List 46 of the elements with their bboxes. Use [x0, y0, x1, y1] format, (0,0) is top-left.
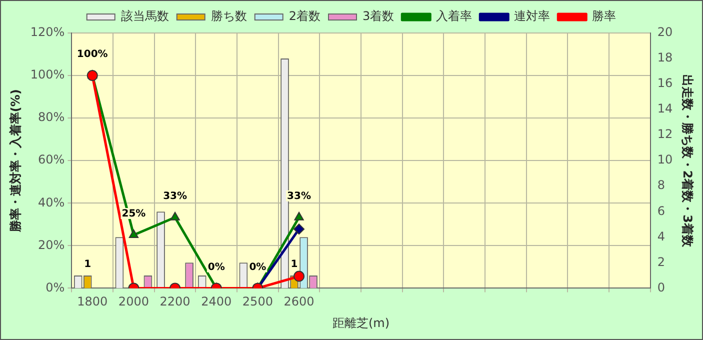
- data-label: 33%: [163, 190, 187, 202]
- y2-tick-label: 2: [657, 254, 665, 269]
- point: [86, 70, 98, 82]
- point: [128, 230, 139, 238]
- y2-tick-label: 8: [657, 178, 665, 192]
- data-label: 1: [290, 259, 298, 270]
- y2-tick-label: 18: [657, 50, 673, 65]
- legend-label: 入着率: [436, 9, 472, 24]
- data-label: 0%: [208, 262, 225, 273]
- legend-label: 3着数: [362, 9, 394, 24]
- legend-label: 勝ち数: [210, 9, 247, 24]
- y-axis-title: 勝率・連対率・入着率(%): [8, 89, 22, 234]
- y-tick-label: 60%: [38, 152, 65, 167]
- y-tick-label: 120%: [30, 25, 65, 40]
- y2-tick-label: 20: [657, 25, 673, 40]
- y-tick-label: 0%: [46, 280, 65, 294]
- data-label: 100%: [76, 49, 108, 60]
- x-tick-label: 2200: [160, 294, 190, 309]
- x-tick-label: 1800: [77, 294, 108, 309]
- y2-tick-label: 14: [657, 102, 673, 116]
- legend-label: 連対率: [514, 9, 550, 24]
- legend-label: 該当馬数: [120, 9, 169, 24]
- legend-label: 2着数: [288, 9, 321, 24]
- point: [170, 212, 180, 220]
- y2-tick-label: 16: [657, 76, 673, 90]
- data-label: 33%: [287, 190, 311, 202]
- data-label: 25%: [122, 208, 146, 220]
- point: [294, 212, 304, 220]
- x-tick-label: 2400: [201, 294, 232, 309]
- data-label: 0%: [249, 262, 266, 273]
- x-tick-label: 2500: [242, 294, 273, 309]
- y-tick-label: 20%: [38, 238, 65, 252]
- y2-axis-title: 出走数・勝ち数・2着数・3着数: [680, 74, 695, 248]
- x-tick-label: 2600: [284, 294, 314, 309]
- data-label: 1: [84, 259, 92, 270]
- x-axis-title: 距離芝(m): [332, 316, 390, 330]
- y2-tick-label: 10: [657, 152, 673, 167]
- legend-label: 勝率: [592, 9, 616, 24]
- y-tick-label: 100%: [30, 68, 65, 82]
- y-tick-label: 80%: [38, 110, 65, 124]
- y2-tick-label: 4: [657, 229, 665, 244]
- y2-tick-label: 0: [657, 280, 665, 294]
- y2-tick-label: 6: [657, 204, 665, 218]
- x-tick-label: 2000: [118, 294, 149, 309]
- y2-tick-label: 12: [657, 127, 673, 142]
- y-tick-label: 40%: [38, 195, 65, 210]
